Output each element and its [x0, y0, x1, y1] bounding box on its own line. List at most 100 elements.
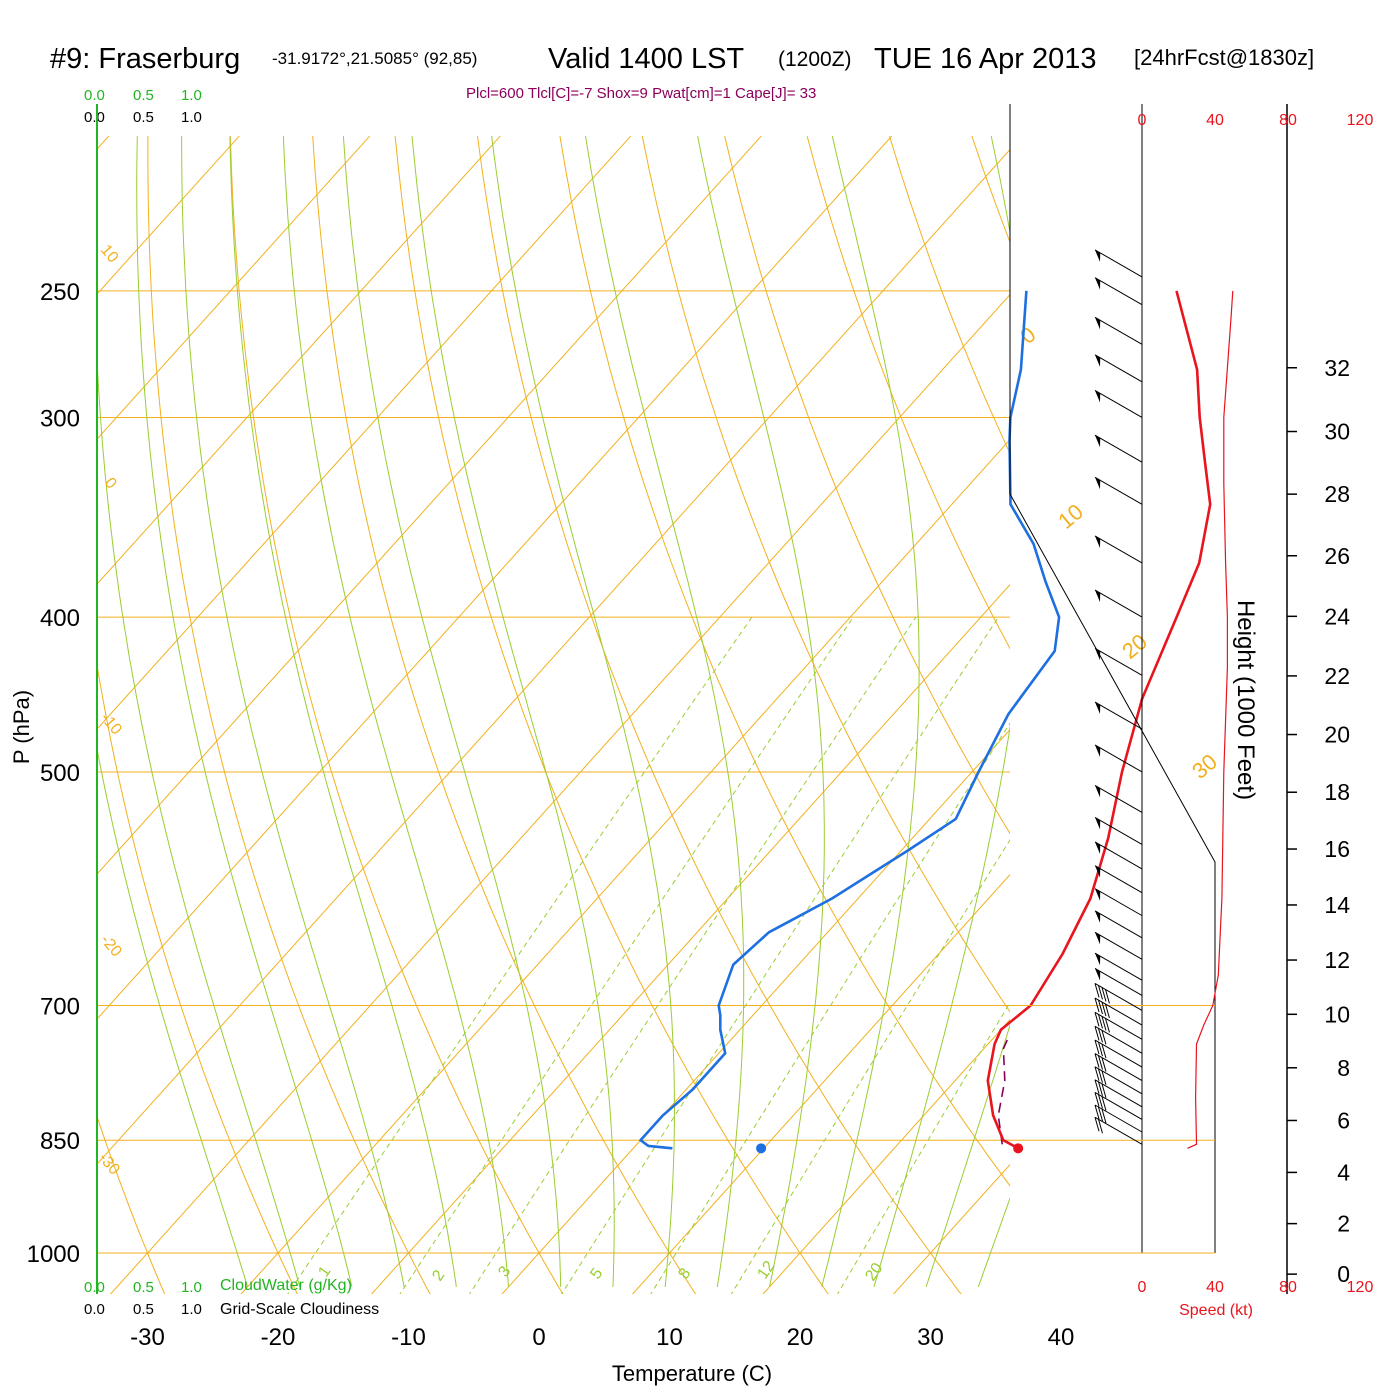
wind-barb [1094, 1039, 1143, 1068]
height-tick-label: 14 [1324, 892, 1350, 918]
forecast-info: [24hrFcst@1830z] [1134, 45, 1314, 70]
dry-adiabat [724, 135, 1010, 835]
height-tick-label: 2 [1337, 1211, 1350, 1237]
dry-adiabat [641, 135, 1010, 1013]
mixing-ratio-line [837, 1001, 1010, 1294]
isotherm-line [631, 873, 1010, 1294]
temperature-tick-label: -20 [261, 1324, 296, 1351]
zulu-time: (1200Z) [778, 48, 852, 71]
wind-barb [1094, 982, 1143, 1011]
isotherm-label: 20 [1117, 629, 1152, 664]
barb-flag [1101, 1096, 1107, 1111]
barb-staff [1094, 997, 1143, 1026]
wind-barb [1094, 476, 1143, 505]
wind-barb [1094, 888, 1143, 917]
barb-pennant [1095, 953, 1101, 966]
temperature-tick-label: 10 [656, 1324, 683, 1351]
wind-barb [1094, 997, 1143, 1026]
mixing-ratio-label: 2 [429, 1267, 448, 1284]
barb-flag [1101, 1001, 1107, 1017]
height-tick-label: 12 [1324, 947, 1350, 973]
barb-staff [1094, 1039, 1143, 1068]
wind-barb [1094, 1025, 1143, 1054]
barb-pennant [1095, 277, 1101, 290]
cloudiness-tick-top: 0.0 [84, 109, 105, 126]
barb-flag [1098, 985, 1103, 1000]
wind-barb [1094, 968, 1143, 996]
isotherm-line [97, 135, 893, 1020]
speed-tick-top: 0 [1138, 112, 1147, 129]
isotherm-line [240, 438, 1010, 1294]
isotherm-line [97, 135, 501, 585]
mixing-ratio-line [650, 722, 1010, 1294]
dry-adiabat [1384, 136, 1400, 1319]
wind-barb [1094, 841, 1143, 870]
barb-pennant [1095, 932, 1101, 945]
barb-flag [1098, 1028, 1103, 1043]
height-tick-label: 6 [1337, 1107, 1350, 1133]
cloudiness-tick-top: 0.5 [133, 109, 154, 126]
cloudiness-label: Grid-Scale Cloudiness [220, 1301, 379, 1318]
barb-staff [1094, 434, 1143, 463]
barb-flag [1098, 1014, 1103, 1029]
barb-staff [1094, 865, 1143, 894]
cloudwater-tick-bottom: 1.0 [181, 1279, 202, 1296]
wind-barb [1094, 952, 1143, 981]
isotherm-label: 10 [1053, 499, 1088, 534]
wind-barb [1094, 865, 1143, 894]
barb-flag [1098, 1106, 1103, 1122]
barb-flag [1101, 1016, 1107, 1031]
pressure-tick-label: 850 [40, 1128, 80, 1155]
barb-pennant [1095, 744, 1101, 757]
mixing-ratio-line [287, 616, 753, 1294]
wind-barb [1094, 931, 1143, 960]
moist-adiabat [821, 135, 920, 1288]
cloudwater-label: CloudWater (g/Kg) [220, 1277, 352, 1294]
barb-pennant [1095, 841, 1101, 854]
barb-pennant [1095, 968, 1101, 981]
moist-adiabat [342, 136, 562, 1287]
pressure-tick-label: 250 [40, 279, 80, 306]
barb-flag [1094, 983, 1100, 998]
barb-staff [1094, 354, 1143, 383]
barb-flag [1101, 1108, 1107, 1124]
station-coords: -31.9172°,21.5085° (92,85) [272, 49, 477, 68]
height-tick-label: 22 [1324, 663, 1350, 689]
barb-staff [1094, 744, 1143, 773]
isotherm-line [97, 135, 371, 440]
barb-pennant [1095, 317, 1101, 330]
cloudiness-tick-bottom: 1.0 [181, 1301, 202, 1318]
barb-staff [1094, 647, 1143, 676]
mixing-ratio-line [730, 838, 1010, 1294]
height-tick-label: 24 [1324, 603, 1350, 629]
isotherm-label: 0 [1015, 322, 1040, 349]
barb-staff [1094, 1092, 1143, 1120]
temperature-tick-label: -10 [391, 1324, 426, 1351]
pressure-tick-label: 300 [40, 405, 80, 432]
moist-adiabat [585, 136, 745, 1287]
mixing-ratio-label: 20 [862, 1260, 886, 1284]
wind-barb [1094, 249, 1143, 278]
forecast-date: TUE 16 Apr 2013 [874, 43, 1096, 75]
temperature-tick-label: 20 [787, 1324, 814, 1351]
barb-staff [1094, 535, 1143, 564]
dry-adiabat [394, 136, 829, 1294]
moist-adiabat [97, 346, 301, 1288]
barb-flag [1104, 989, 1110, 1004]
speed-tick-bottom: 120 [1347, 1279, 1374, 1296]
pressure-tick-label: 500 [40, 760, 80, 787]
dry-adiabat [97, 1114, 166, 1294]
wind-barb [1094, 744, 1143, 773]
barb-staff [1094, 277, 1143, 306]
isotherm-line [762, 1018, 1010, 1294]
barb-flag [1098, 1055, 1103, 1070]
height-tick-label: 30 [1324, 419, 1350, 445]
pressure-tick-label: 700 [40, 993, 80, 1020]
wind-barb [1094, 647, 1143, 676]
dry-adiabat [559, 136, 1010, 1187]
moist-adiabat [411, 136, 615, 1287]
dry-adiabat [1302, 136, 1400, 1319]
dry-adiabat-label: 10 [97, 242, 122, 267]
barb-staff [1094, 589, 1143, 618]
